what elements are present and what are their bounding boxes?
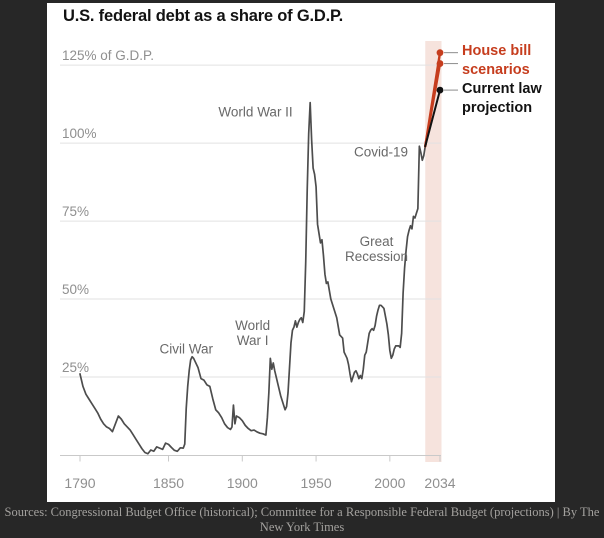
- source-credit-line1: Sources: Congressional Budget Office (hi…: [4, 505, 600, 519]
- y-axis-label-125: 125% of G.D.P.: [62, 48, 155, 64]
- line-current-law-projection: [424, 89, 441, 148]
- line-house-bill-scenario-low: [424, 62, 442, 148]
- endpoint-dot-house-bill-scenario-low: [436, 60, 444, 67]
- line-historical-debt-as-share-of-g-d-p: [79, 101, 427, 455]
- x-axis-label-1900: 1900: [226, 475, 258, 491]
- annotation-civil-war: Civil War: [159, 341, 213, 357]
- y-axis-label-100: 100%: [62, 126, 97, 142]
- y-axis-label-25: 25%: [62, 360, 90, 376]
- annotation-covid-19: Covid-19: [353, 144, 408, 160]
- annotation-great-recession: Great Recession: [345, 234, 409, 265]
- source-credit: Sources: Congressional Budget Office (hi…: [0, 505, 604, 535]
- endpoint-dot-house-bill-scenario-high: [436, 49, 444, 57]
- x-axis-label-2034: 2034: [424, 475, 456, 491]
- x-axis-label-1790: 1790: [64, 475, 96, 491]
- endpoint-dot-current-law-projection: [436, 86, 444, 94]
- x-axis-label-1950: 1950: [300, 475, 332, 491]
- x-axis-label-1850: 1850: [152, 475, 185, 491]
- legend-house-bill-label: House bill scenarios: [462, 43, 532, 78]
- projection-band: [425, 41, 442, 462]
- legend-current-law-label: Current law projection: [462, 81, 542, 116]
- annotation-world-war-i: World War I: [235, 318, 271, 349]
- annotation-world-war-ii: World War II: [218, 104, 293, 120]
- chart-title: U.S. federal debt as a share of G.D.P.: [63, 7, 344, 25]
- y-axis-label-50: 50%: [62, 282, 90, 298]
- x-axis-label-2000: 2000: [374, 475, 406, 491]
- source-credit-line2: New York Times: [259, 520, 345, 534]
- chart-panel: U.S. federal debt as a share of G.D.P. 2…: [47, 3, 555, 502]
- y-axis-label-75: 75%: [62, 204, 90, 220]
- plot-area: [60, 41, 458, 462]
